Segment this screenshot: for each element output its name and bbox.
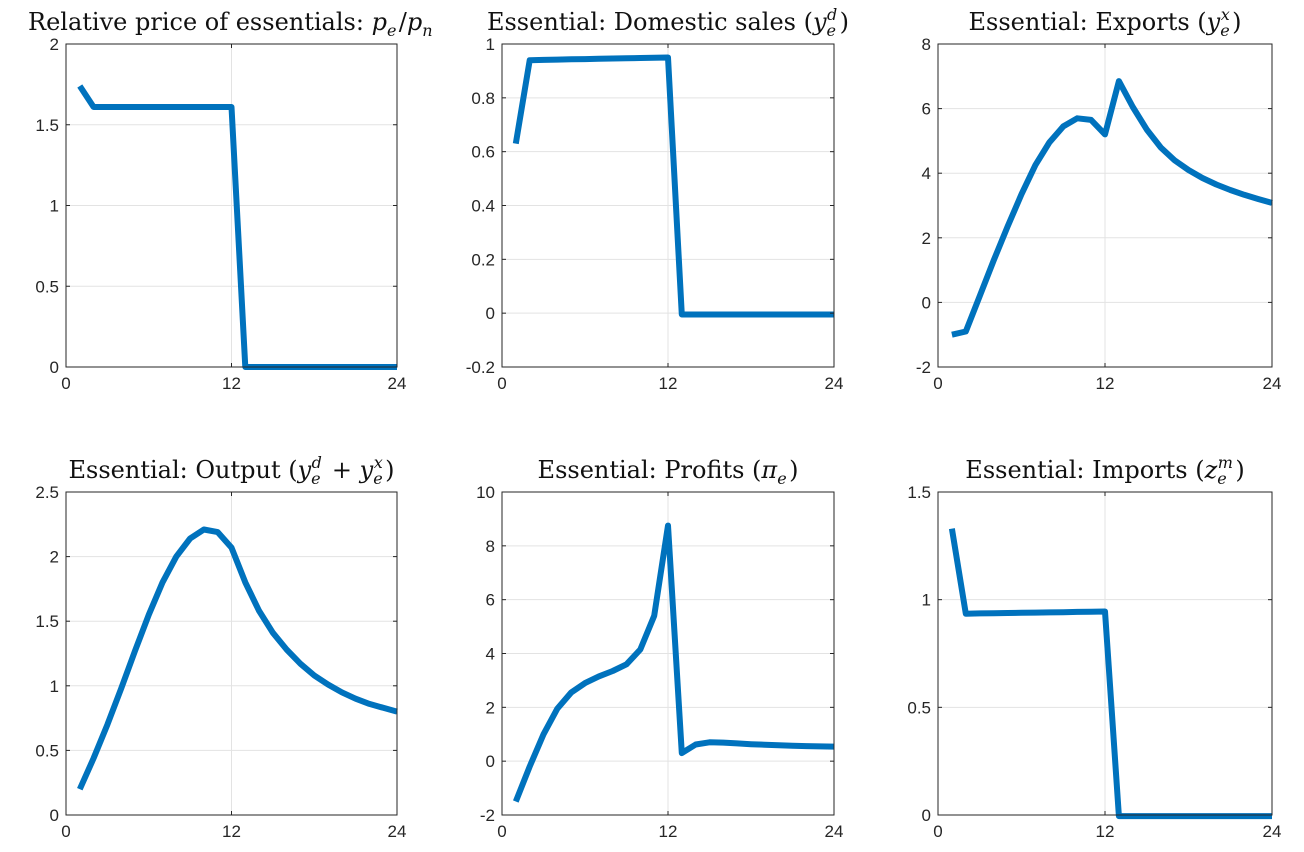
y-tick-label: 2 — [922, 229, 931, 248]
y-tick-label: 8 — [922, 35, 931, 54]
y-tick-label: 0 — [922, 293, 931, 312]
y-tick-label: 1 — [922, 591, 931, 610]
chart-title: Essential: Imports (zem ) — [965, 453, 1244, 488]
chart-title: Essential: Domestic sales (yed ) — [487, 5, 849, 40]
series-line — [512, 54, 834, 318]
x-tick-label: 0 — [61, 822, 70, 841]
y-tick-label: 1.5 — [907, 483, 931, 502]
chart-title: Relative price of essentials: pe /pn — [28, 8, 435, 40]
x-tick-label: 12 — [659, 822, 678, 841]
x-tick-label: 24 — [1263, 374, 1282, 393]
y-tick-label: 6 — [922, 100, 931, 119]
x-tick-label: 24 — [388, 374, 407, 393]
chart-title: Essential: Profits (πe ) — [538, 456, 799, 488]
y-tick-label: 1.5 — [35, 116, 59, 135]
x-tick-label: 0 — [497, 822, 506, 841]
chart-title: Essential: Output (yed + yex ) — [69, 453, 395, 488]
y-tick-label: 0.6 — [471, 143, 495, 162]
series-line — [77, 526, 398, 791]
y-tick-label: 0.5 — [35, 277, 59, 296]
x-tick-label: 0 — [933, 822, 942, 841]
x-tick-label: 12 — [659, 374, 678, 393]
x-tick-label: 12 — [222, 374, 241, 393]
y-tick-label: 0 — [50, 806, 59, 825]
subplot-4: 0 12 24 0 0.5 1 1.5 2 2.5 Essential: Output (yed … — [35, 453, 406, 841]
y-tick-label: 0.5 — [35, 741, 59, 760]
x-tick-label: 12 — [1096, 822, 1115, 841]
chart-title: Essential: Exports (yex ) — [969, 5, 1242, 40]
series-line — [513, 522, 835, 803]
x-tick-label: 24 — [825, 374, 844, 393]
y-tick-label: 0 — [486, 752, 495, 771]
x-tick-label: 0 — [61, 374, 70, 393]
y-tick-label: 2 — [50, 548, 59, 567]
x-tick-label: 24 — [1263, 822, 1282, 841]
y-tick-label: 0.5 — [907, 698, 931, 717]
y-tick-label: 0 — [922, 806, 931, 825]
y-tick-label: 4 — [922, 164, 931, 183]
y-tick-label: 2 — [486, 698, 495, 717]
y-tick-label: 4 — [486, 645, 495, 664]
y-tick-label: 8 — [486, 537, 495, 556]
y-tick-label: 0.8 — [471, 89, 495, 108]
y-tick-label: -0.2 — [466, 358, 495, 377]
y-tick-label: 0 — [50, 358, 59, 377]
y-tick-label: -2 — [916, 358, 931, 377]
y-tick-label: 2.5 — [35, 483, 59, 502]
y-tick-label: 0.2 — [471, 250, 495, 269]
y-tick-label: 1 — [50, 677, 59, 696]
x-tick-label: 12 — [222, 822, 241, 841]
x-tick-label: 24 — [825, 822, 844, 841]
x-tick-label: 0 — [497, 374, 506, 393]
y-tick-label: 1 — [50, 197, 59, 216]
series-line — [948, 528, 1272, 820]
y-tick-label: 6 — [486, 591, 495, 610]
x-tick-label: 12 — [1096, 374, 1115, 393]
y-tick-label: 1 — [486, 35, 495, 54]
x-tick-label: 0 — [933, 374, 942, 393]
y-tick-label: 2 — [50, 35, 59, 54]
series-line — [951, 78, 1273, 338]
y-tick-label: 0.4 — [471, 197, 495, 216]
y-tick-label: 0 — [486, 304, 495, 323]
y-tick-label: 1.5 — [35, 612, 59, 631]
subplot-6: 0 12 24 0 0.5 1 1.5 Essential: Imports (zem ) — [907, 453, 1281, 841]
y-tick-label: 10 — [476, 483, 495, 502]
y-tick-label: -2 — [480, 806, 495, 825]
x-tick-label: 24 — [388, 822, 407, 841]
